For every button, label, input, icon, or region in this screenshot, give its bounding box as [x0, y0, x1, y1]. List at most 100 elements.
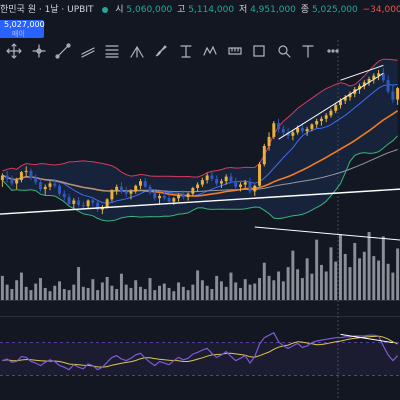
volume-bar: [267, 275, 271, 300]
trend-line-icon[interactable]: [55, 43, 71, 59]
candle-body: [358, 85, 361, 90]
candle: [239, 182, 242, 192]
candle: [248, 177, 252, 194]
support-trend-line: [0, 188, 400, 215]
candle: [324, 113, 328, 123]
candle: [77, 197, 81, 208]
candle: [381, 67, 385, 83]
candle: [53, 178, 57, 188]
high-value: 5,114,000: [188, 5, 235, 15]
volume-bar: [67, 290, 71, 300]
volume-bar: [234, 282, 238, 300]
candle: [267, 132, 271, 151]
candle-body: [239, 184, 242, 187]
volume-bar: [291, 250, 295, 300]
candle: [115, 184, 119, 195]
candle-body: [43, 186, 47, 190]
volume-bar: [224, 286, 228, 300]
volume-bar: [96, 290, 100, 300]
volume-bar: [248, 284, 252, 300]
bb-upper-line: [2, 58, 398, 178]
candle-body: [86, 200, 90, 207]
candle-body: [296, 127, 300, 133]
candle: [34, 174, 38, 185]
symbol-title[interactable]: 한민국 원 · 1날 · UPBIT: [0, 5, 94, 15]
candle: [19, 170, 23, 183]
volume-bar: [305, 258, 309, 300]
candle-body: [391, 91, 395, 100]
candle-body: [186, 193, 190, 198]
candle-body: [129, 191, 133, 194]
candle-body: [319, 118, 323, 122]
rsi-panel: [0, 332, 400, 376]
volume-bar: [258, 278, 261, 300]
top-trend-line: [340, 64, 384, 81]
parallel-channel-icon[interactable]: [80, 43, 96, 59]
candle: [343, 94, 347, 104]
move-icon[interactable]: [6, 43, 22, 59]
chart-header: 한민국 원 · 1날 · UPBIT 시 5,060,000 고 5,114,0…: [0, 0, 400, 20]
candle: [377, 69, 381, 81]
volume-bar: [15, 280, 19, 300]
candle-body: [386, 80, 390, 92]
volume-bar: [0, 275, 4, 300]
bollinger-bands: [2, 58, 398, 222]
candle-body: [229, 176, 233, 182]
volume-bar: [177, 282, 181, 300]
candle-body: [53, 183, 57, 186]
candle-body: [339, 100, 342, 106]
volume-bar: [358, 258, 361, 300]
measure-icon[interactable]: [227, 43, 243, 59]
candle: [58, 183, 61, 196]
volume-bar: [277, 271, 281, 300]
volume-bar: [210, 289, 214, 300]
volume-bar: [72, 284, 76, 300]
candle: [124, 186, 128, 198]
volume-bar: [10, 289, 14, 300]
rsi-band: [0, 342, 400, 376]
volume-bar: [253, 283, 257, 300]
rsi-line: [2, 332, 399, 371]
volume-bar: [53, 285, 57, 300]
brush-icon[interactable]: [153, 43, 169, 59]
volume-bar: [391, 272, 395, 300]
pitchfork-icon[interactable]: [129, 43, 145, 59]
volume-bar: [186, 290, 190, 300]
more-icon[interactable]: [325, 43, 341, 59]
volume-bar: [377, 260, 381, 300]
volume-bar: [372, 256, 376, 300]
candle-body: [310, 124, 314, 129]
candle: [205, 173, 209, 184]
pattern-icon[interactable]: [202, 43, 218, 59]
candle-body: [334, 105, 338, 111]
volume-bar: [281, 281, 285, 300]
candle: [229, 173, 233, 184]
candles: [0, 67, 400, 215]
volume-bar: [243, 279, 247, 300]
candle: [186, 192, 190, 201]
volume-bar: [81, 286, 85, 300]
candle-body: [343, 97, 347, 101]
candle: [86, 199, 90, 209]
text-tool-icon[interactable]: [178, 43, 194, 59]
zoom-icon[interactable]: [276, 43, 292, 59]
candle: [43, 184, 47, 195]
volume-bar: [181, 286, 185, 300]
candle-body: [329, 110, 333, 116]
candle-body: [315, 121, 319, 125]
volume-bar: [296, 269, 300, 300]
sell-price-button[interactable]: 5,027,000 매이: [0, 20, 45, 38]
candle: [396, 86, 400, 105]
candle: [305, 126, 309, 136]
fib-retracement-icon[interactable]: [104, 43, 120, 59]
candle-body: [100, 207, 104, 210]
shapes-icon[interactable]: [251, 43, 267, 59]
volume-bar: [24, 286, 28, 300]
cross-tool-icon[interactable]: [31, 43, 47, 59]
candle-body: [5, 175, 9, 179]
candle-body: [10, 178, 14, 184]
volume-bar: [272, 280, 276, 300]
text-T-icon[interactable]: [300, 43, 316, 59]
